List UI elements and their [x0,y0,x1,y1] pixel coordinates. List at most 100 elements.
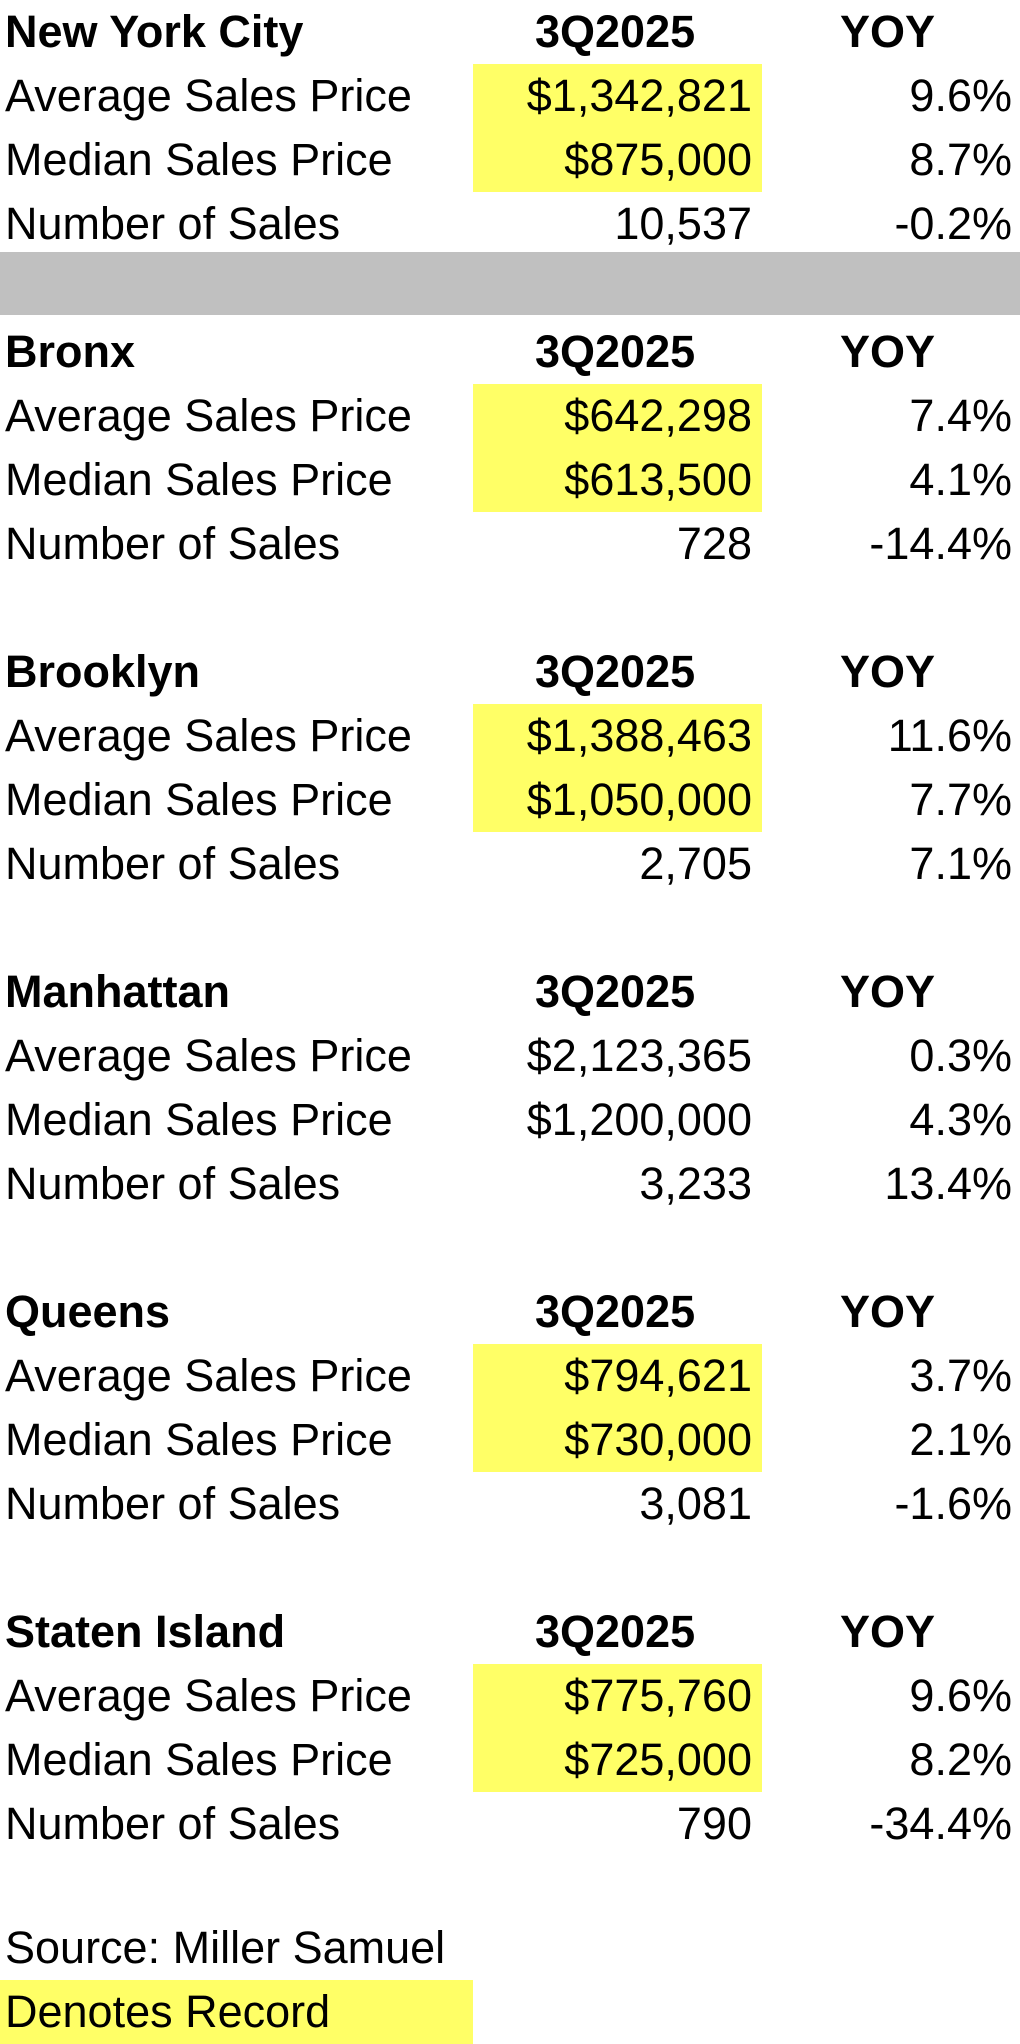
table-row: Number of Sales 2,705 7.1% [0,832,1020,896]
yoy-header: YOY [840,1606,936,1657]
section-title: Manhattan [5,966,230,1017]
yoy-change: 4.1% [909,454,1012,505]
section-title: Staten Island [5,1606,286,1657]
metric-value: $642,298 [564,390,752,441]
section-header: Staten Island 3Q2025 YOY [0,1600,1020,1664]
yoy-header: YOY [840,1286,936,1337]
metric-label: Average Sales Price [5,1670,412,1721]
metric-label: Median Sales Price [5,1094,393,1145]
metric-label: Average Sales Price [5,1350,412,1401]
table-row: Number of Sales 3,233 13.4% [0,1152,1020,1216]
section-title: Bronx [5,326,136,377]
legend-swatch [0,1980,473,2044]
record-highlight [473,768,762,832]
metric-value: 2,705 [639,838,752,889]
metric-label: Median Sales Price [5,1734,393,1785]
table-row: Average Sales Price $2,123,365 0.3% [0,1024,1020,1088]
yoy-change: 2.1% [909,1414,1012,1465]
metric-value: $875,000 [564,134,752,185]
metric-label: Average Sales Price [5,1030,412,1081]
period-header: 3Q2025 [535,1606,696,1657]
metric-label: Number of Sales [5,1798,341,1849]
record-highlight [473,64,762,128]
record-highlight [473,1408,762,1472]
section-header: Queens 3Q2025 YOY [0,1280,1020,1344]
metric-label: Number of Sales [5,1158,341,1209]
yoy-change: -1.6% [894,1478,1012,1529]
table-row: Median Sales Price $730,000 2.1% [0,1408,1020,1472]
yoy-change: -0.2% [894,198,1012,249]
metric-value: 3,081 [639,1478,752,1529]
section-header: Brooklyn 3Q2025 YOY [0,640,1020,704]
record-highlight [473,448,762,512]
section-header: New York City 3Q2025 YOY [0,0,1020,64]
metric-value: $1,050,000 [526,774,752,825]
record-highlight [473,384,762,448]
yoy-change: 7.4% [909,390,1012,441]
yoy-change: 0.3% [909,1030,1012,1081]
period-header: 3Q2025 [535,1286,696,1337]
metric-value: $1,388,463 [526,710,752,761]
table-row: Number of Sales 3,081 -1.6% [0,1472,1020,1536]
section-title: New York City [5,6,304,57]
yoy-change: 3.7% [909,1350,1012,1401]
yoy-change: 7.7% [909,774,1012,825]
legend-label: Denotes Record [5,1986,331,2037]
table-row: Median Sales Price $1,200,000 4.3% [0,1088,1020,1152]
metric-label: Average Sales Price [5,70,412,121]
table-row: Number of Sales 10,537 -0.2% [0,192,1020,256]
legend-row: Denotes Record [0,1980,1020,2044]
source-note: Source: Miller Samuel [5,1922,446,1973]
yoy-header: YOY [840,646,936,697]
metric-value: $730,000 [564,1414,752,1465]
period-header: 3Q2025 [535,966,696,1017]
metric-value: $1,200,000 [526,1094,752,1145]
yoy-header: YOY [840,6,936,57]
section-header: Manhattan 3Q2025 YOY [0,960,1020,1024]
record-highlight [473,128,762,192]
metric-label: Number of Sales [5,198,341,249]
yoy-change: 11.6% [887,710,1012,761]
table-row: Average Sales Price $775,760 9.6% [0,1664,1020,1728]
metric-value: $794,621 [564,1350,752,1401]
yoy-change: 4.3% [909,1094,1012,1145]
table-row: Median Sales Price $613,500 4.1% [0,448,1020,512]
yoy-change: 7.1% [909,838,1012,889]
table-row: Median Sales Price $725,000 8.2% [0,1728,1020,1792]
metric-label: Average Sales Price [5,390,412,441]
metric-value: $2,123,365 [526,1030,752,1081]
period-header: 3Q2025 [535,326,696,377]
table-row: Number of Sales 790 -34.4% [0,1792,1020,1856]
metric-value: 10,537 [614,198,752,249]
metric-label: Median Sales Price [5,454,393,505]
metric-value: $1,342,821 [526,70,752,121]
yoy-header: YOY [840,966,936,1017]
record-highlight [473,1664,762,1728]
section-header: Bronx 3Q2025 YOY [0,320,1020,384]
metric-label: Median Sales Price [5,1414,393,1465]
metric-value: 728 [676,518,752,569]
table-row: Average Sales Price $642,298 7.4% [0,384,1020,448]
section-title: Brooklyn [5,646,201,697]
metric-value: 3,233 [639,1158,752,1209]
section-title: Queens [5,1286,171,1337]
record-highlight [473,704,762,768]
record-highlight [473,1344,762,1408]
yoy-change: 13.4% [884,1158,1012,1209]
table-row: Average Sales Price $1,342,821 9.6% [0,64,1020,128]
record-highlight [473,1728,762,1792]
yoy-change: -34.4% [869,1798,1012,1849]
yoy-change: -14.4% [869,518,1012,569]
yoy-change: 9.6% [909,1670,1012,1721]
metric-label: Average Sales Price [5,710,412,761]
metric-label: Number of Sales [5,838,341,889]
table-row: Average Sales Price $794,621 3.7% [0,1344,1020,1408]
period-header: 3Q2025 [535,646,696,697]
yoy-change: 8.2% [909,1734,1012,1785]
table-row: Number of Sales 728 -14.4% [0,512,1020,576]
metric-label: Median Sales Price [5,774,393,825]
metric-value: 790 [676,1798,752,1849]
metric-value: $613,500 [564,454,752,505]
metric-label: Number of Sales [5,518,341,569]
metric-value: $725,000 [564,1734,752,1785]
